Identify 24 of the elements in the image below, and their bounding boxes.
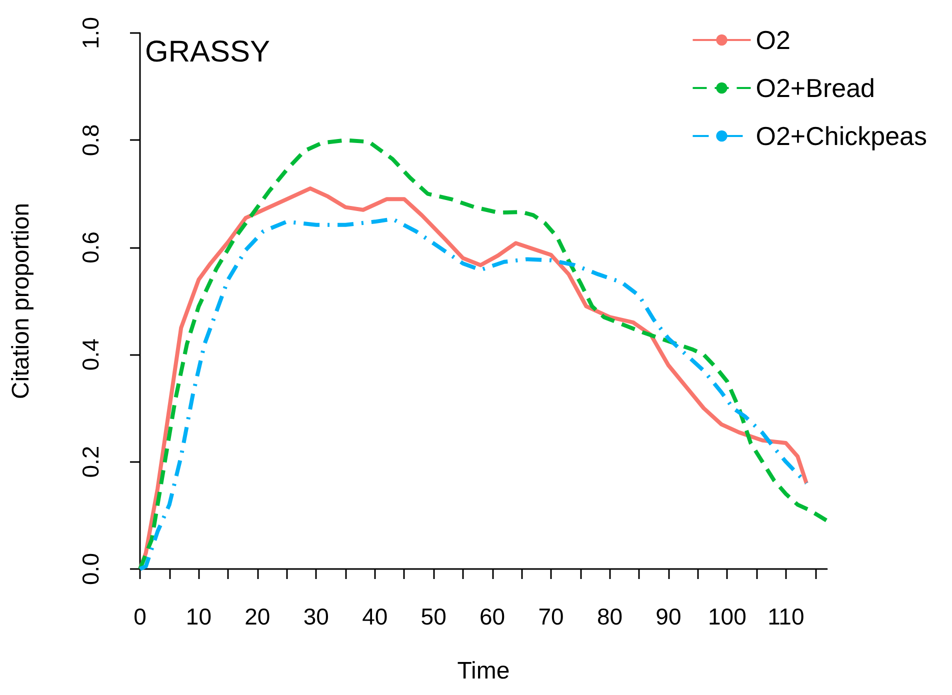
y-axis-title: Citation proportion: [8, 202, 34, 400]
x-axis-title: Time: [457, 658, 510, 684]
x-tick-label: 50: [420, 604, 446, 630]
x-tick-label: 30: [303, 604, 329, 630]
x-tick-label: 10: [186, 604, 212, 630]
y-tick-label: 0.2: [78, 446, 104, 478]
x-tick-label: 0: [134, 604, 146, 630]
x-tick-label: 90: [656, 604, 682, 630]
y-tick-label: 0.4: [78, 338, 104, 371]
y-tick-label: 1.0: [78, 17, 104, 49]
legend-label: O2+Chickpeas: [756, 121, 928, 151]
legend-label: O2: [756, 25, 790, 55]
x-tick-label: 40: [362, 604, 388, 630]
x-tick-label: 100: [708, 604, 746, 630]
y-tick-label: 0.6: [78, 231, 104, 264]
y-tick-label: 0.8: [78, 124, 104, 156]
x-tick-label: 70: [538, 604, 564, 630]
chart-title: GRASSY: [145, 36, 270, 68]
legend-label: O2+Bread: [756, 73, 875, 103]
x-tick-label: 80: [596, 604, 623, 630]
x-tick-label: 60: [480, 604, 506, 630]
x-tick-label: 20: [244, 604, 270, 630]
x-tick-label: 110: [768, 604, 804, 630]
y-tick-label: 0.0: [78, 553, 104, 585]
